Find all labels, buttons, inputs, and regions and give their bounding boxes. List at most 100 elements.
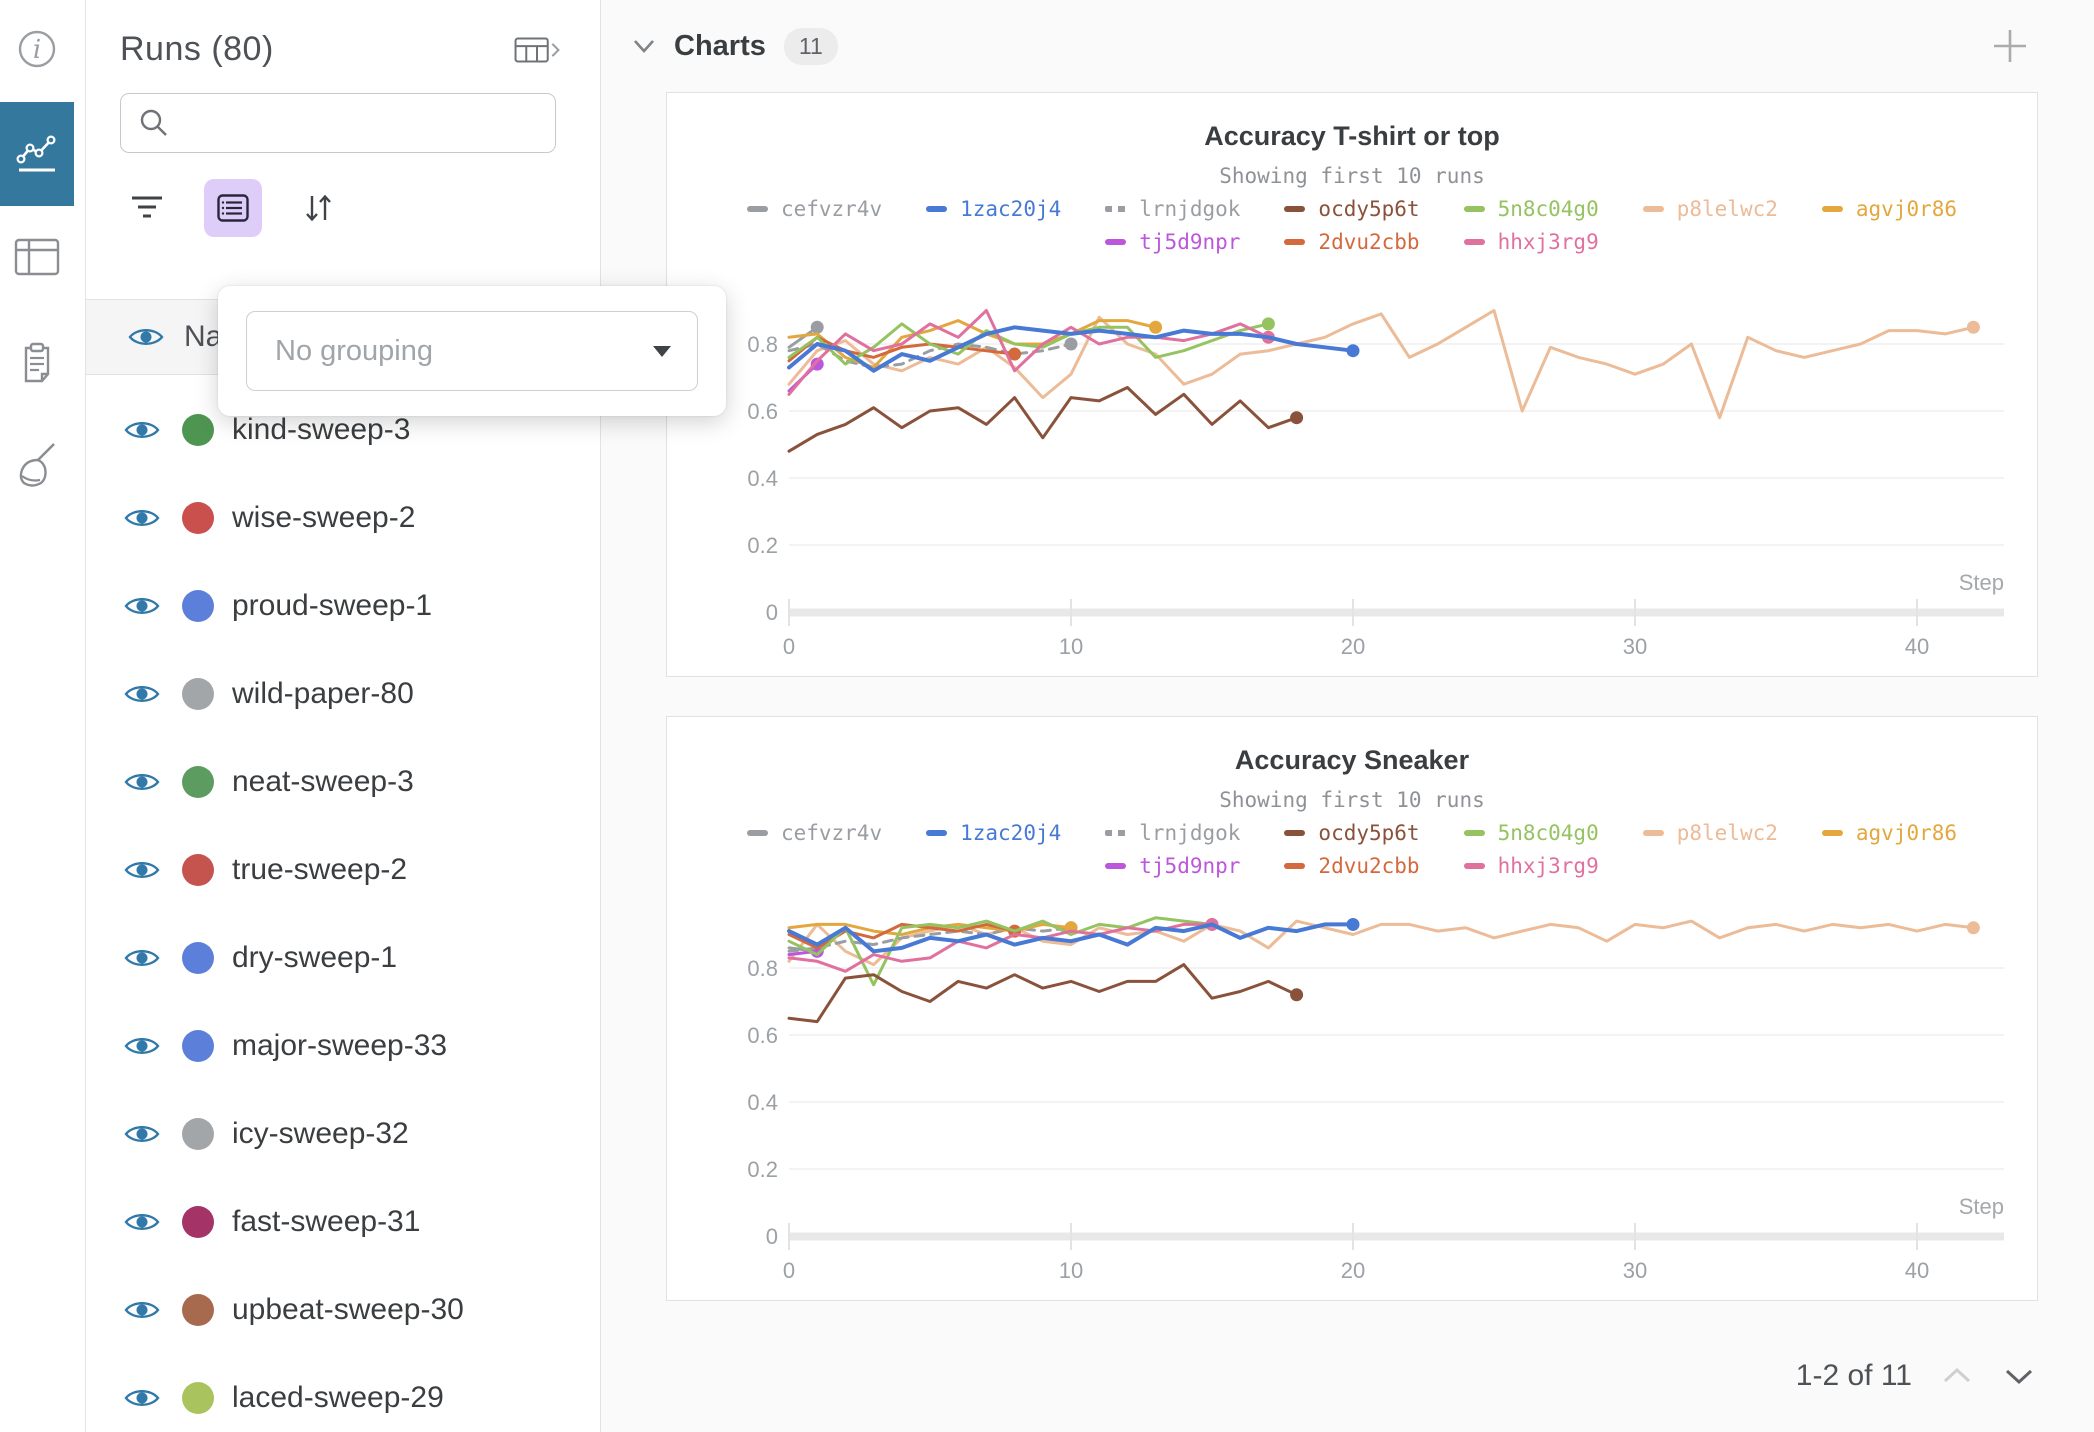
visibility-eye-icon[interactable] [124,418,160,442]
legend-item[interactable]: ocdy5p6t [1284,821,1419,845]
panels-tab-button[interactable] [0,102,74,206]
legend-item[interactable]: lrnjdgok [1105,197,1240,221]
chart-plot-area[interactable]: 01020304000.20.40.60.8Step [682,268,2022,666]
page-down-icon[interactable] [2002,1366,2036,1386]
run-name-label[interactable]: wise-sweep-2 [232,501,415,535]
legend-item[interactable]: 5n8c04g0 [1464,821,1599,845]
run-name-label[interactable]: true-sweep-2 [232,853,407,887]
run-visibility-toggle[interactable] [124,858,160,882]
legend-item[interactable]: 1zac20j4 [926,821,1061,845]
series-end-dot-cefvzr4v [811,321,824,334]
run-visibility-toggle[interactable] [124,1034,160,1058]
run-row[interactable]: proud-sweep-1 [86,562,600,650]
run-name-label[interactable]: fast-sweep-31 [232,1205,420,1239]
series-end-dot-agvj0r86 [1149,321,1162,334]
legend-item[interactable]: p8lelwc2 [1643,821,1778,845]
filter-runs-button[interactable] [130,194,164,222]
y-tick-label: 0.6 [747,399,778,424]
add-panel-button[interactable] [1988,24,2032,68]
legend-run-id: lrnjdgok [1139,197,1240,221]
run-row[interactable]: icy-sweep-32 [86,1090,600,1178]
run-name-label[interactable]: laced-sweep-29 [232,1381,444,1415]
x-axis-baseline [789,1233,2004,1241]
legend-item[interactable]: cefvzr4v [747,821,882,845]
sort-runs-button[interactable] [302,192,334,224]
legend-run-id: hhxj3rg9 [1498,854,1599,878]
legend-item[interactable]: hhxj3rg9 [1464,230,1599,254]
run-name-label[interactable]: wild-paper-80 [232,677,414,711]
run-name-label[interactable]: dry-sweep-1 [232,941,397,975]
run-search-box[interactable] [120,93,556,153]
visibility-eye-icon[interactable] [124,682,160,706]
chart-panel[interactable]: Accuracy SneakerShowing first 10 runscef… [666,716,2038,1301]
x-axis-baseline [789,609,2004,617]
run-name-label[interactable]: icy-sweep-32 [232,1117,409,1151]
legend-item[interactable]: agvj0r86 [1822,197,1957,221]
run-visibility-toggle[interactable] [124,682,160,706]
visibility-eye-icon[interactable] [124,770,160,794]
run-row[interactable]: neat-sweep-3 [86,738,600,826]
run-visibility-toggle[interactable] [124,946,160,970]
group-runs-button[interactable] [204,179,262,237]
run-visibility-toggle[interactable] [124,1386,160,1410]
legend-item[interactable]: 1zac20j4 [926,197,1061,221]
visibility-eye-icon[interactable] [124,1386,160,1410]
reports-tab-button[interactable] [0,336,74,392]
page-up-icon[interactable] [1940,1366,1974,1386]
legend-item[interactable]: tj5d9npr [1105,230,1240,254]
chart-legend-row: cefvzr4v 1zac20j4 lrnjdgok ocdy5p6t 5n8c04g0… [682,197,2022,221]
legend-item[interactable]: ocdy5p6t [1284,197,1419,221]
legend-run-id: 1zac20j4 [960,197,1061,221]
sweeps-tab-button[interactable] [0,436,74,494]
chart-panel[interactable]: Accuracy T-shirt or topShowing first 10 … [666,92,2038,677]
run-visibility-toggle[interactable] [124,594,160,618]
legend-item[interactable]: lrnjdgok [1105,821,1240,845]
grouping-select[interactable]: No grouping [246,311,698,391]
table-tab-button[interactable] [0,230,74,284]
legend-item[interactable]: 5n8c04g0 [1464,197,1599,221]
visibility-eye-icon[interactable] [124,506,160,530]
visibility-eye-icon[interactable] [124,1298,160,1322]
visibility-eye-icon[interactable] [124,858,160,882]
run-row[interactable]: true-sweep-2 [86,826,600,914]
run-row[interactable]: upbeat-sweep-30 [86,1266,600,1354]
run-visibility-toggle[interactable] [124,1298,160,1322]
run-row[interactable]: fast-sweep-31 [86,1178,600,1266]
visibility-eye-icon[interactable] [124,594,160,618]
legend-item[interactable]: 2dvu2cbb [1284,230,1419,254]
info-icon-button[interactable]: i [0,22,74,76]
run-search-input[interactable] [183,107,555,139]
run-row[interactable]: laced-sweep-29 [86,1354,600,1432]
run-visibility-toggle[interactable] [124,1210,160,1234]
left-icon-rail: i [0,0,86,1432]
run-name-label[interactable]: major-sweep-33 [232,1029,447,1063]
legend-item[interactable]: hhxj3rg9 [1464,854,1599,878]
legend-item[interactable]: tj5d9npr [1105,854,1240,878]
run-visibility-toggle[interactable] [124,418,160,442]
pagination-label: 1-2 of 11 [1796,1359,1912,1393]
visibility-eye-icon[interactable] [124,946,160,970]
legend-item[interactable]: agvj0r86 [1822,821,1957,845]
visibility-eye-icon[interactable] [124,1122,160,1146]
legend-item[interactable]: 2dvu2cbb [1284,854,1419,878]
visibility-eye-icon[interactable] [124,1210,160,1234]
expand-runs-table-button[interactable] [514,35,560,65]
toggle-all-visibility-eye-icon[interactable] [128,325,164,349]
charts-section-header[interactable]: Charts 11 [602,0,2094,92]
legend-item[interactable]: p8lelwc2 [1643,197,1778,221]
run-name-label[interactable]: neat-sweep-3 [232,765,414,799]
run-row[interactable]: dry-sweep-1 [86,914,600,1002]
legend-item[interactable]: cefvzr4v [747,197,882,221]
run-visibility-toggle[interactable] [124,506,160,530]
run-row[interactable]: major-sweep-33 [86,1002,600,1090]
chart-plot-area[interactable]: 01020304000.20.40.60.8Step [682,892,2022,1290]
run-name-label[interactable]: upbeat-sweep-30 [232,1293,464,1327]
run-name-label[interactable]: kind-sweep-3 [232,413,410,447]
run-row[interactable]: wise-sweep-2 [86,474,600,562]
run-visibility-toggle[interactable] [124,770,160,794]
visibility-eye-icon[interactable] [124,1034,160,1058]
run-name-label[interactable]: proud-sweep-1 [232,589,432,623]
run-visibility-toggle[interactable] [124,1122,160,1146]
legend-run-id: tj5d9npr [1139,230,1240,254]
run-row[interactable]: wild-paper-80 [86,650,600,738]
